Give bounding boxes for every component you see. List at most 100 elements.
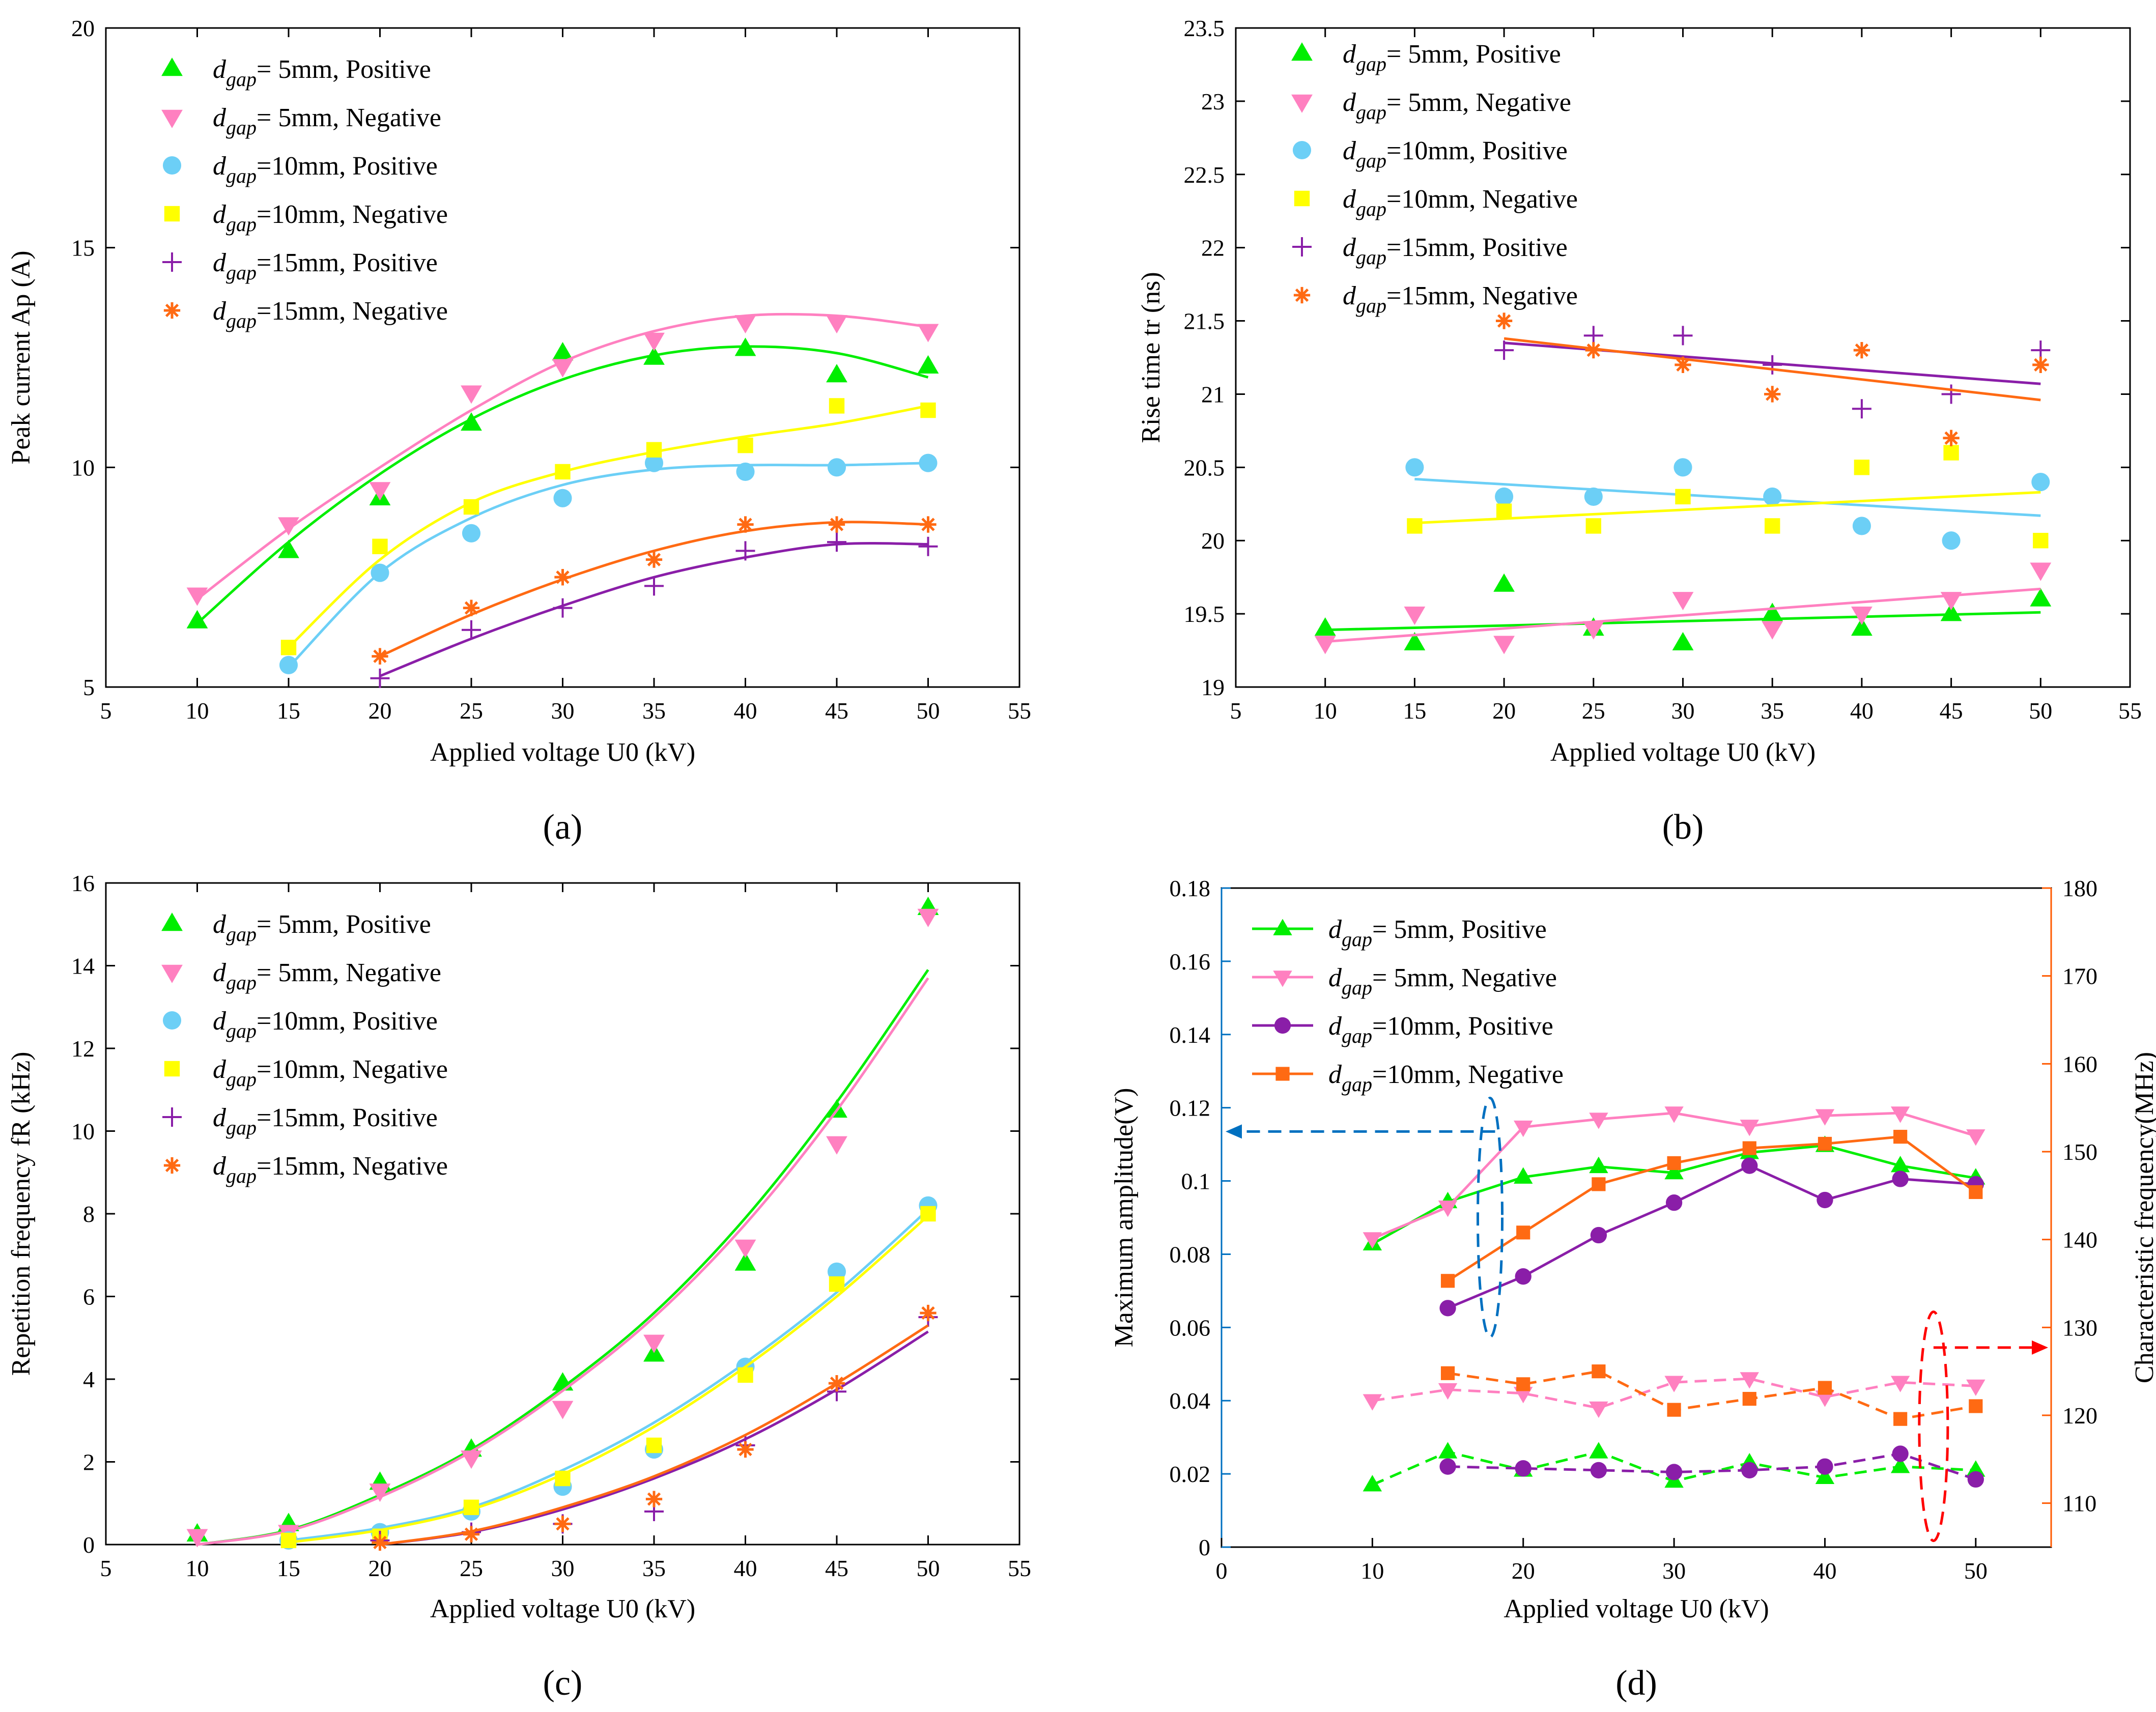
- y-tick-label: 19: [1201, 674, 1225, 700]
- y-tick-label: 23: [1201, 89, 1225, 115]
- series-6: [1495, 312, 2049, 446]
- data-point: [461, 1450, 482, 1469]
- data-point: [734, 337, 756, 356]
- y-tick-label: 0.14: [1170, 1022, 1211, 1048]
- series-2: [1363, 1106, 1985, 1249]
- legend-marker: [1294, 190, 1310, 207]
- data-point: [917, 324, 939, 343]
- data-point: [1438, 1442, 1458, 1459]
- data-point: [1740, 1372, 1759, 1389]
- y-tick-label: 22: [1201, 235, 1225, 261]
- data-point: [1943, 445, 1959, 461]
- x-tick-label: 30: [1671, 698, 1695, 724]
- data-point: [920, 1304, 937, 1322]
- data-point: [645, 1491, 663, 1507]
- data-point: [735, 541, 755, 561]
- legend-marker: [161, 58, 183, 76]
- y-tick-label: 14: [71, 953, 95, 979]
- data-point: [737, 437, 753, 453]
- x-tick-label: 30: [1662, 1558, 1686, 1584]
- y-tick-label: 0: [83, 1532, 95, 1558]
- legend-marker: [1293, 287, 1311, 304]
- data-point: [1584, 487, 1603, 506]
- x-tick-label: 0: [1216, 1558, 1228, 1584]
- y-right-tick-label: 130: [2062, 1315, 2097, 1340]
- data-point: [918, 536, 938, 556]
- data-point: [552, 1401, 574, 1419]
- data-point: [1495, 487, 1514, 506]
- data-point: [369, 1483, 391, 1502]
- data-point: [1363, 1394, 1382, 1411]
- legend-label: dgap=10mm, Negative: [213, 1055, 448, 1091]
- data-point: [737, 1441, 754, 1458]
- data-point: [829, 1276, 845, 1292]
- fit-line: [197, 977, 929, 1546]
- legend-marker: [1291, 42, 1313, 61]
- series-2: [186, 908, 939, 1548]
- data-point: [917, 355, 939, 374]
- series-6: [372, 516, 937, 665]
- data-point: [1852, 517, 1871, 535]
- data-point: [826, 364, 847, 383]
- data-point: [279, 655, 298, 674]
- x-tick-label: 30: [551, 1555, 575, 1581]
- data-point: [2033, 533, 2049, 549]
- x-tick-label: 15: [277, 698, 300, 724]
- data-point: [1440, 1274, 1455, 1288]
- data-point: [1363, 1475, 1382, 1492]
- legend-label: dgap= 5mm, Positive: [1343, 40, 1561, 75]
- data-point: [643, 346, 665, 365]
- data-point: [2030, 588, 2052, 607]
- x-tick-label: 55: [1008, 698, 1031, 724]
- data-point: [1742, 1141, 1756, 1155]
- data-point: [643, 1334, 665, 1353]
- data-point: [1672, 632, 1694, 650]
- data-point: [1765, 518, 1780, 534]
- legend-label: dgap=10mm, Positive: [213, 1007, 438, 1042]
- legend-marker: [162, 252, 182, 272]
- y-tick-label: 4: [83, 1366, 95, 1392]
- y-tick-label: 0.16: [1170, 949, 1211, 975]
- data-point: [1966, 1379, 1985, 1396]
- data-point: [829, 398, 845, 414]
- series-5: [1494, 326, 2051, 419]
- data-point: [734, 1239, 756, 1258]
- series-line: [1372, 1377, 1976, 1410]
- y-axis-label: Peak current Ap (A): [7, 250, 36, 464]
- chart-b: 5 10 15 20 25 30 35 40 45 50 55 19 19.5 20 20.5 21 21.5 2…: [1137, 15, 2142, 847]
- data-point: [1940, 603, 1962, 621]
- data-point: [552, 359, 574, 378]
- data-point: [1815, 1467, 1835, 1485]
- data-point: [1665, 1464, 1683, 1480]
- data-point: [737, 1367, 753, 1383]
- data-point: [1516, 1377, 1530, 1391]
- data-point: [280, 1532, 297, 1549]
- data-point: [920, 402, 936, 418]
- fit-line: [288, 1215, 929, 1544]
- x-tick-label: 10: [1314, 698, 1337, 724]
- data-point: [1667, 1156, 1681, 1171]
- legend-marker: [1292, 140, 1312, 160]
- data-point: [186, 1529, 208, 1548]
- x-tick-label: 10: [1360, 1558, 1384, 1584]
- x-tick-label: 20: [1492, 698, 1516, 724]
- data-point: [461, 412, 482, 431]
- data-point: [553, 489, 572, 507]
- data-point: [1817, 1458, 1833, 1475]
- y-tick-label: 0.04: [1170, 1388, 1211, 1414]
- y-right-tick-label: 170: [2062, 963, 2097, 989]
- data-point: [1582, 621, 1604, 640]
- data-point: [645, 551, 663, 568]
- legend-label: dgap=10mm, Negative: [213, 200, 448, 236]
- data-point: [1818, 1381, 1832, 1395]
- x-tick-label: 55: [1008, 1555, 1031, 1581]
- data-point: [1516, 1225, 1530, 1240]
- y-right-tick-label: 120: [2062, 1403, 2097, 1429]
- x-tick-label: 20: [368, 698, 392, 724]
- data-point: [1589, 1112, 1608, 1129]
- series-3: [279, 453, 938, 674]
- legend-label: dgap= 5mm, Positive: [1328, 915, 1547, 951]
- ellipse-annotation-left: [1477, 1097, 1504, 1338]
- data-point: [371, 563, 389, 582]
- data-point: [462, 620, 481, 640]
